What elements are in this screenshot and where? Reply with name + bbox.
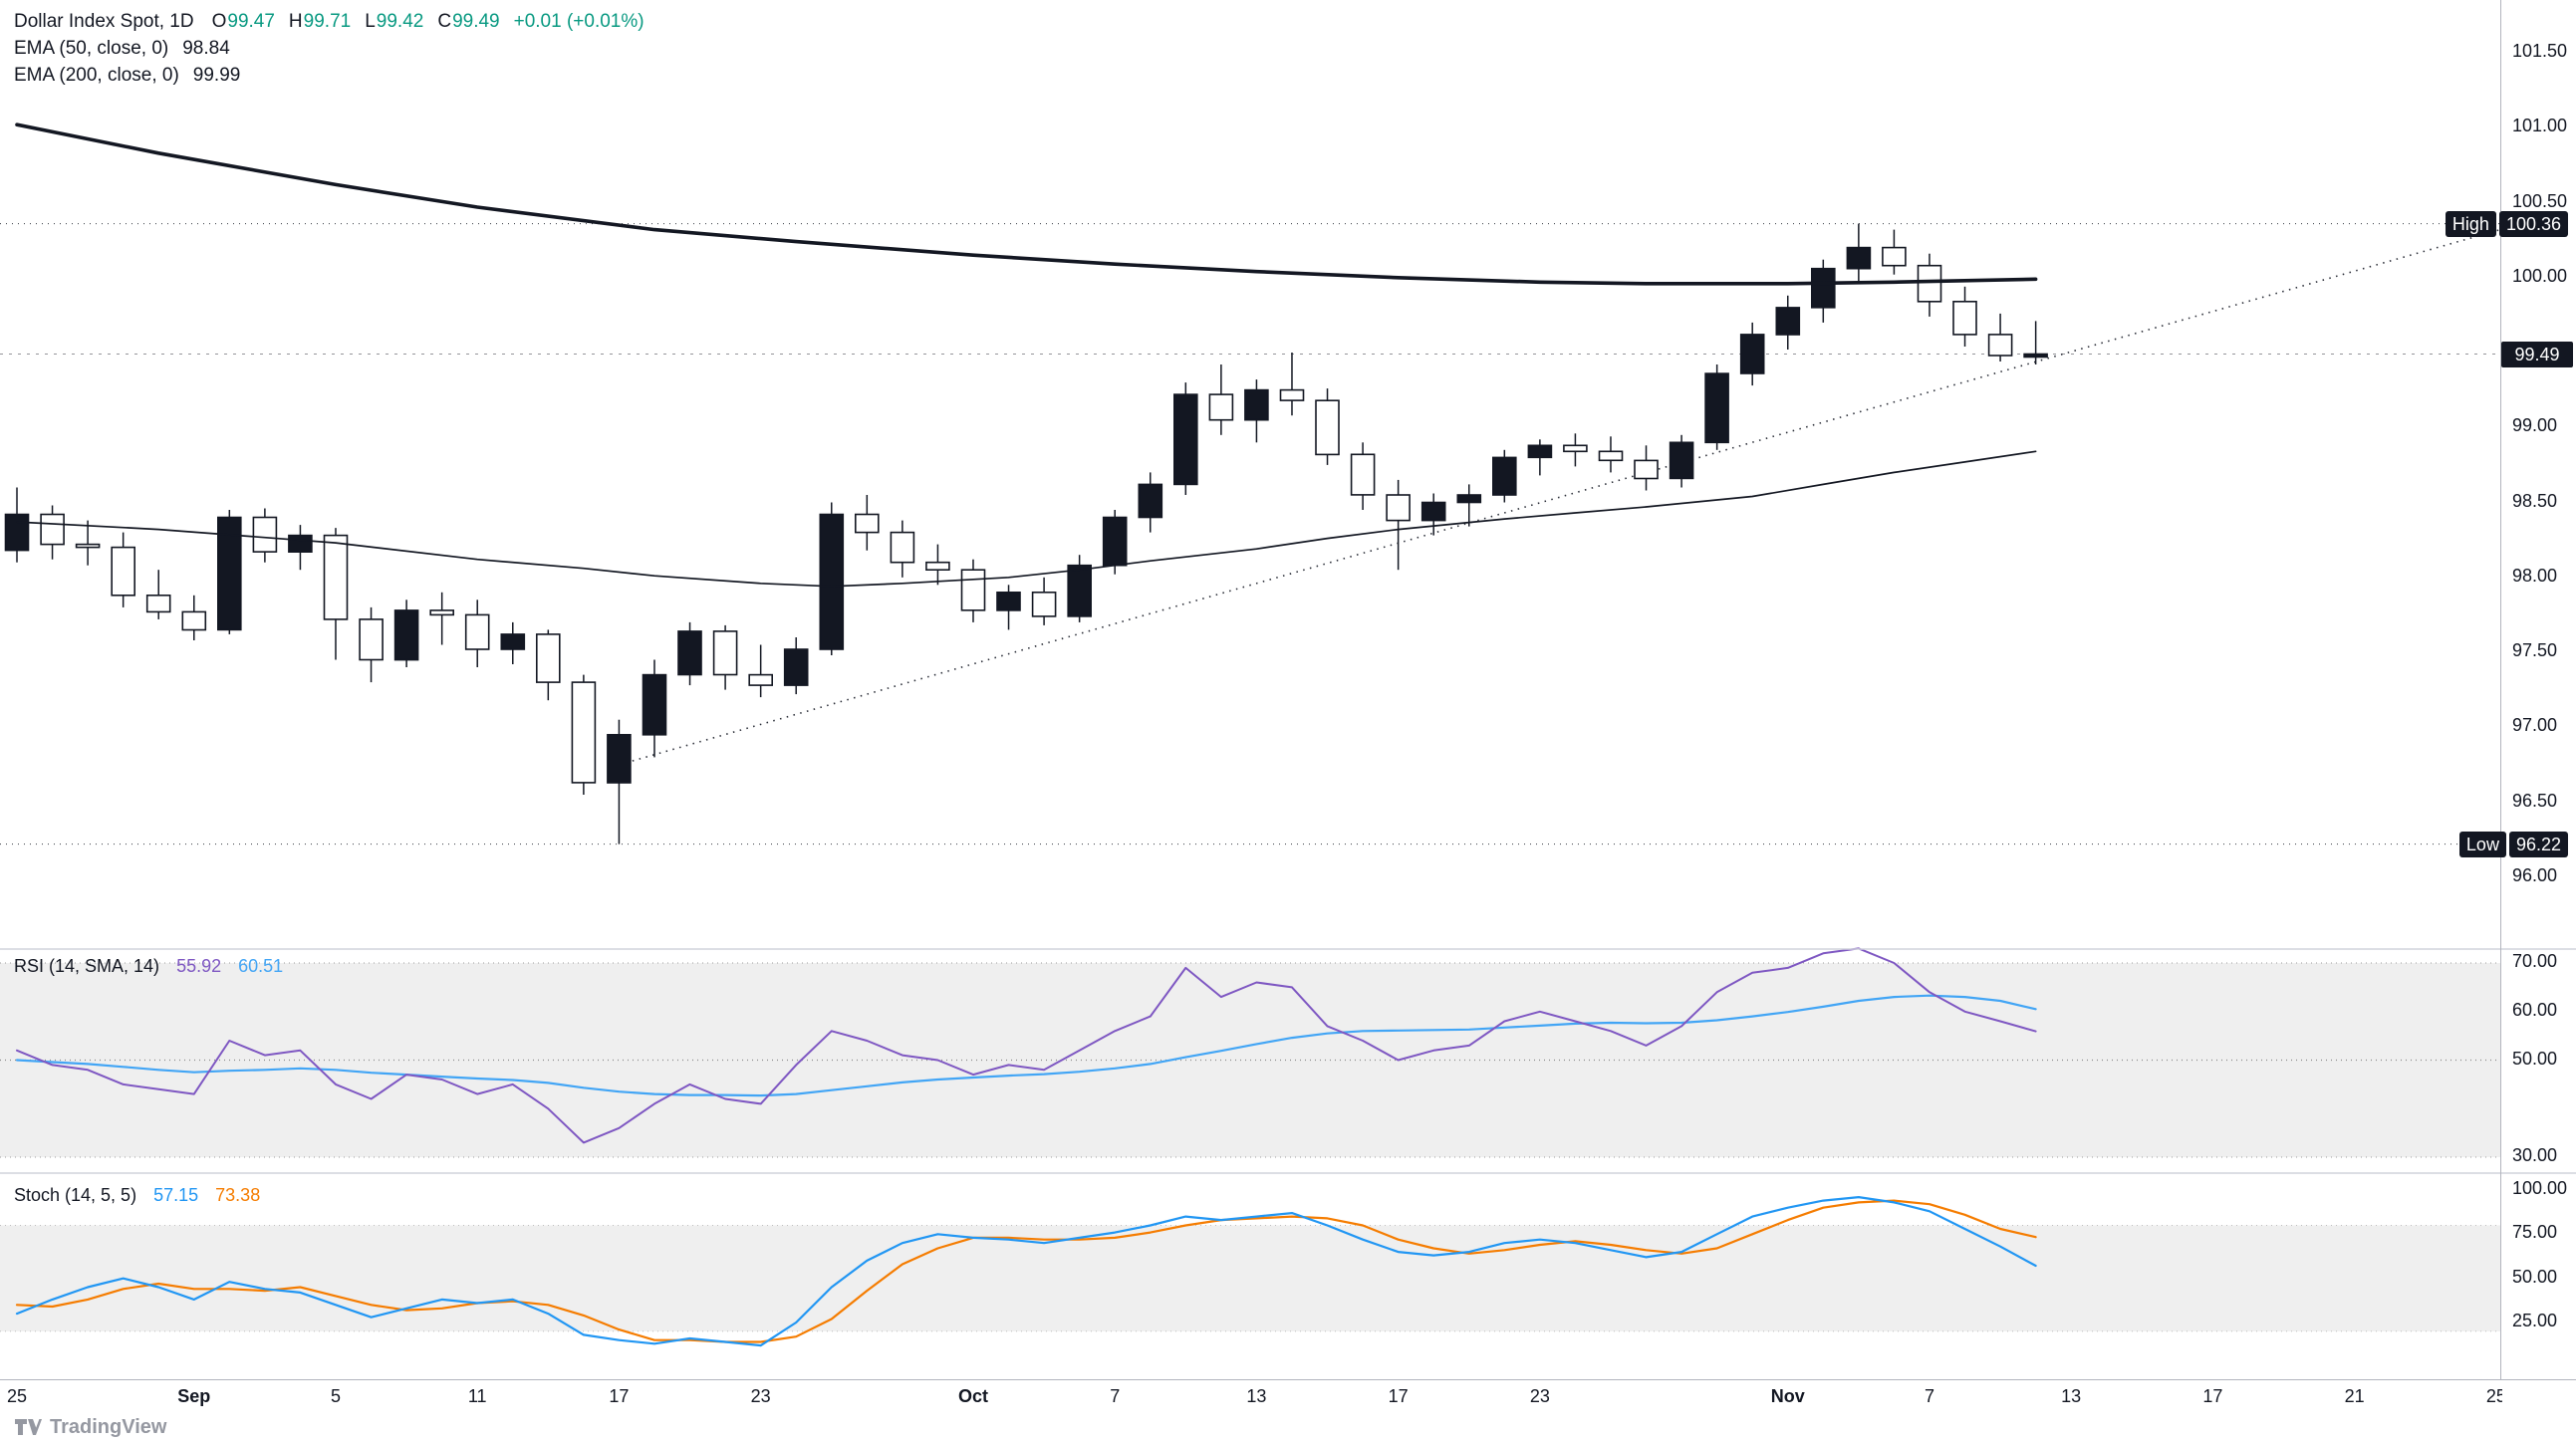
tradingview-link[interactable]: TradingView [14,1414,166,1440]
price-tick-label: 101.00 [2512,116,2568,136]
high-label: H [288,11,303,32]
rsi-ma-value: 60.51 [238,956,284,976]
price-tick-label: 99.00 [2512,415,2558,436]
stoch-tick-label: 100.00 [2512,1178,2568,1198]
time-label: 11 [467,1386,487,1406]
time-label: 7 [1924,1386,1934,1406]
main-legend: Dollar Index Spot, 1D O99.47 H99.71 L99.… [14,8,644,89]
change-value: +0.01 (+0.01%) [513,11,644,32]
time-label: 17 [609,1386,630,1406]
time-label: 23 [750,1386,771,1406]
tradingview-logo-icon [15,1419,42,1435]
low-label: L [365,11,376,32]
time-label: Sep [177,1386,211,1406]
rsi-label: RSI (14, SMA, 14) [14,956,160,976]
low-price-badge: Low 96.22 [2458,831,2568,857]
close-label: C [437,11,452,32]
price-tick-label: 97.00 [2512,715,2558,736]
time-label: Nov [1770,1386,1805,1406]
rsi-tick-label: 50.00 [2512,1048,2558,1069]
time-label: Oct [957,1386,988,1406]
open-label: O [211,11,227,32]
rsi-tick-label: 70.00 [2512,951,2558,971]
price-tick-label: 97.50 [2512,640,2558,660]
price-tick-label: 100.50 [2512,190,2568,211]
low-badge-value: 96.22 [2508,831,2568,857]
time-label: 13 [1246,1386,1267,1406]
symbol-title: Dollar Index Spot, 1D [14,11,194,32]
time-label: 17 [2202,1386,2223,1406]
stoch-tick-label: 75.00 [2512,1222,2558,1243]
time-label: 17 [1388,1386,1409,1406]
stoch-label: Stoch (14, 5, 5) [14,1185,137,1205]
price-tick-label: 98.00 [2512,565,2558,586]
rsi-value: 55.92 [176,956,222,976]
high-value: 99.71 [303,11,352,32]
time-label: 23 [1529,1386,1550,1406]
ema50-label: EMA (50, close, 0) [14,38,169,59]
low-value: 99.42 [376,11,424,32]
ema50-legend-row[interactable]: EMA (50, close, 0) 98.84 [14,35,644,62]
price-tick-label: 98.50 [2512,490,2558,511]
time-label: 25 [6,1386,28,1406]
axis-corner [2502,1379,2576,1419]
stoch-k-value: 57.15 [153,1185,199,1205]
stoch-tick-label: 50.00 [2512,1266,2558,1287]
tradingview-logo-text: TradingView [50,1415,167,1438]
time-label: 7 [1110,1386,1121,1406]
close-value: 99.49 [452,11,500,32]
high-badge-label: High [2445,210,2496,237]
rsi-tick-label: 30.00 [2512,1145,2558,1165]
high-badge-value: 100.36 [2498,210,2568,237]
ema200-value: 99.99 [192,65,241,86]
time-axis-border [0,1379,2576,1380]
price-tick-label: 96.00 [2512,864,2558,885]
price-tick-label: 96.50 [2512,790,2558,811]
price-tick-label: 100.00 [2512,265,2568,286]
time-label: 5 [330,1386,341,1406]
ema50-value: 98.84 [182,38,230,59]
low-badge-label: Low [2458,831,2506,857]
stoch-d-value: 73.38 [215,1185,261,1205]
time-label: 13 [2061,1386,2082,1406]
price-axis[interactable]: 101.50 101.00 100.50 100.00 99.00 98.50 98.00 9… [2502,0,2576,1379]
rsi-legend-row[interactable]: RSI (14, SMA, 14) 55.92 60.51 [14,956,295,977]
ema200-label: EMA (200, close, 0) [14,65,179,86]
rsi-tick-label: 60.00 [2512,999,2558,1020]
time-axis[interactable]: 25 Sep 5 11 17 23 Oct 7 13 17 23 Nov 7 13 17 21 25 [0,1379,2576,1419]
time-label: 25 [2485,1386,2506,1406]
last-price-badge: 99.49 [2501,341,2573,367]
time-label: 21 [2344,1386,2365,1406]
symbol-legend-row[interactable]: Dollar Index Spot, 1D O99.47 H99.71 L99.… [14,8,644,35]
stoch-tick-label: 25.00 [2512,1310,2558,1330]
price-tick-label: 101.50 [2512,41,2568,61]
ema200-legend-row[interactable]: EMA (200, close, 0) 99.99 [14,62,644,89]
stoch-legend-row[interactable]: Stoch (14, 5, 5) 57.15 73.38 [14,1185,272,1206]
open-value: 99.47 [227,11,275,32]
high-price-badge: High 100.36 [2445,210,2568,237]
